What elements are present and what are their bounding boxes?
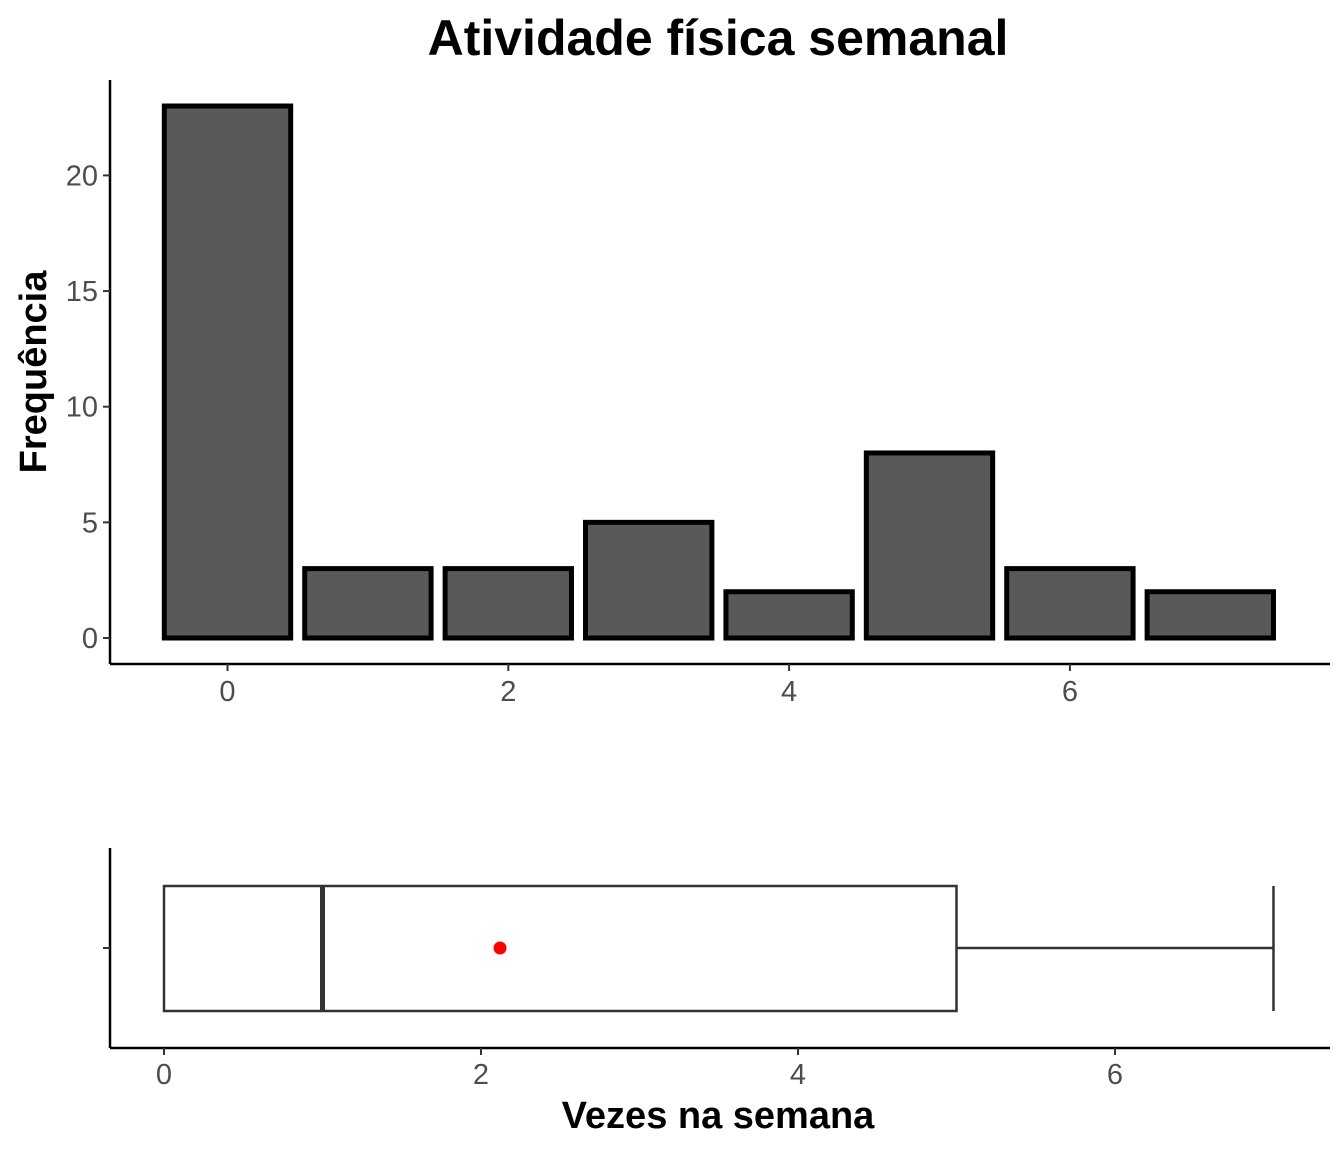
histogram-bar	[1144, 589, 1276, 641]
boxplot-x-tick-label: 0	[156, 1059, 172, 1091]
histogram-x-tick-label: 4	[781, 676, 797, 708]
histogram-x-tick-label: 0	[219, 676, 235, 708]
histogram-bar	[442, 566, 574, 641]
histogram-y-tick-label: 10	[66, 392, 98, 424]
boxplot-box	[162, 884, 958, 1013]
histogram-bar	[161, 103, 294, 641]
boxplot-panel: 0 2 4 6	[103, 848, 1330, 1091]
histogram-x-tick-label: 2	[500, 676, 516, 708]
histogram-y-tick-label: 20	[66, 160, 98, 192]
histogram-y-axis-title: Frequência	[13, 270, 55, 474]
boxplot-x-tick-label: 6	[1107, 1059, 1123, 1091]
histogram-panel: 0 5 10 15 20 0 2 4 6	[66, 80, 1330, 708]
boxplot-x-tick-label: 2	[473, 1059, 489, 1091]
histogram-y-tick-label: 5	[82, 507, 98, 539]
histogram-bar	[302, 566, 434, 641]
histogram-bar	[583, 519, 715, 641]
histogram-x-tick-label: 6	[1062, 676, 1078, 708]
boxplot-x-tick-label: 4	[790, 1059, 806, 1091]
histogram-y-tick-label: 0	[82, 623, 98, 655]
boxplot-mean-point	[493, 941, 507, 955]
histogram-bar	[863, 450, 996, 641]
histogram-bar	[723, 589, 855, 641]
chart-title: Atividade física semanal	[428, 10, 1009, 66]
boxplot-x-axis-title: Vezes na semana	[562, 1095, 876, 1137]
histogram-bar	[1004, 566, 1136, 641]
histogram-y-tick-label: 15	[66, 276, 98, 308]
